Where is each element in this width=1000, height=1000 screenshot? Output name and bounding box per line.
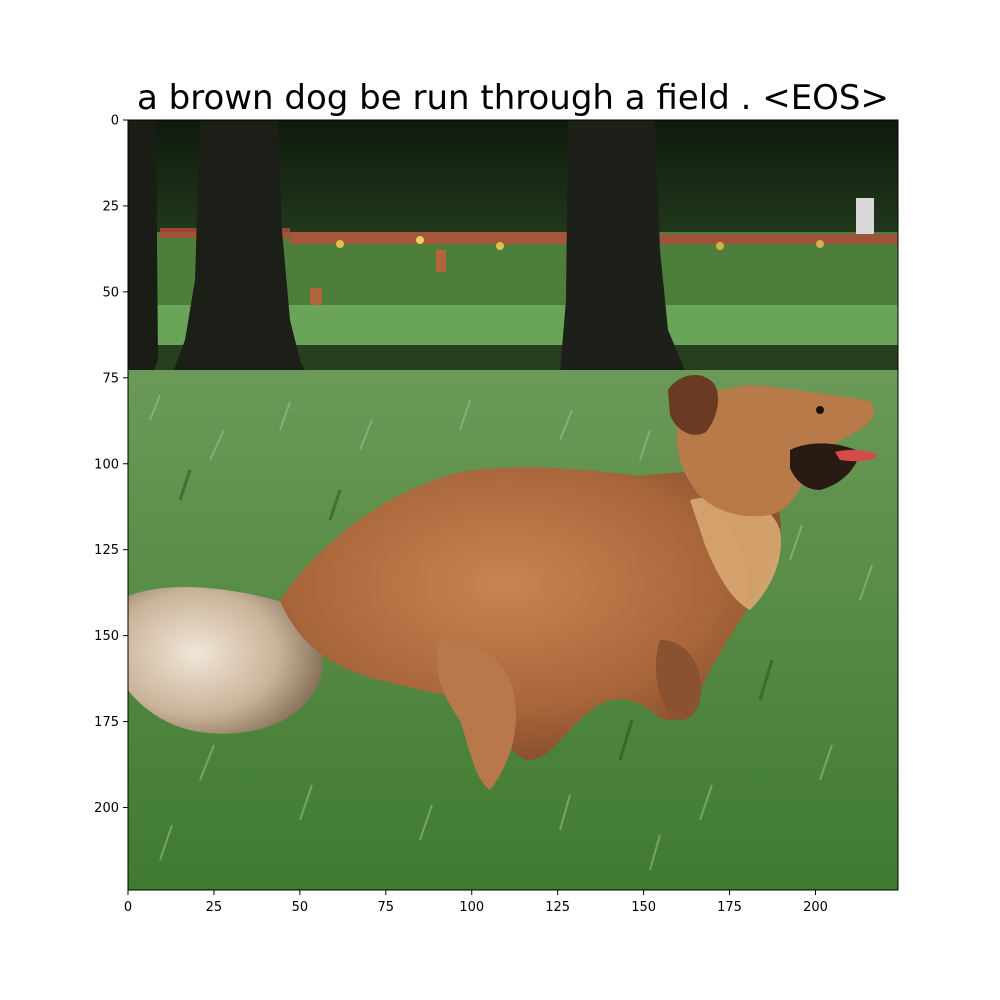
axes-frame [127,119,899,891]
y-tick-label: 50 [102,285,119,300]
x-tick-label: 200 [803,900,828,915]
x-tick-label: 50 [292,900,309,915]
dog-tongue [835,449,878,462]
dog-body [280,467,781,760]
figure-title: a brown dog be run through a field . <EO… [136,78,890,118]
dog-tail [128,587,323,734]
distant-figure [856,198,874,234]
dog-front-leg [655,640,701,720]
y-tick-label: 0 [111,114,119,129]
x-tick-label: 25 [206,900,223,915]
y-tick-label: 175 [94,715,119,730]
x-tick-label: 175 [717,900,742,915]
tree-trunk-left [170,120,310,380]
dog [128,374,878,790]
photo [128,120,898,890]
y-tick-label: 150 [94,629,119,644]
y-tick-label: 125 [94,543,119,558]
y-tick-label: 100 [94,457,119,472]
x-tick-label: 100 [459,900,484,915]
y-axis: 0 25 50 75 100 125 150 175 200 [94,114,128,816]
grass-blades [149,394,873,871]
tree-trunk-edge [128,120,158,380]
y-tick-label: 200 [94,801,119,816]
y-tick-label: 75 [102,371,119,386]
dog-eye [816,406,824,414]
x-axis: 0 25 50 75 100 125 150 175 200 [124,890,828,915]
x-tick-label: 75 [378,900,395,915]
y-tick-label: 25 [102,199,119,214]
dog-head [676,385,874,517]
dog-hind-leg [436,640,516,790]
x-tick-label: 150 [631,900,656,915]
dog-ear [668,374,719,435]
x-tick-label: 125 [545,900,570,915]
dog-chest [690,496,781,610]
x-tick-label: 0 [124,900,132,915]
tree-trunk-right [560,120,685,372]
